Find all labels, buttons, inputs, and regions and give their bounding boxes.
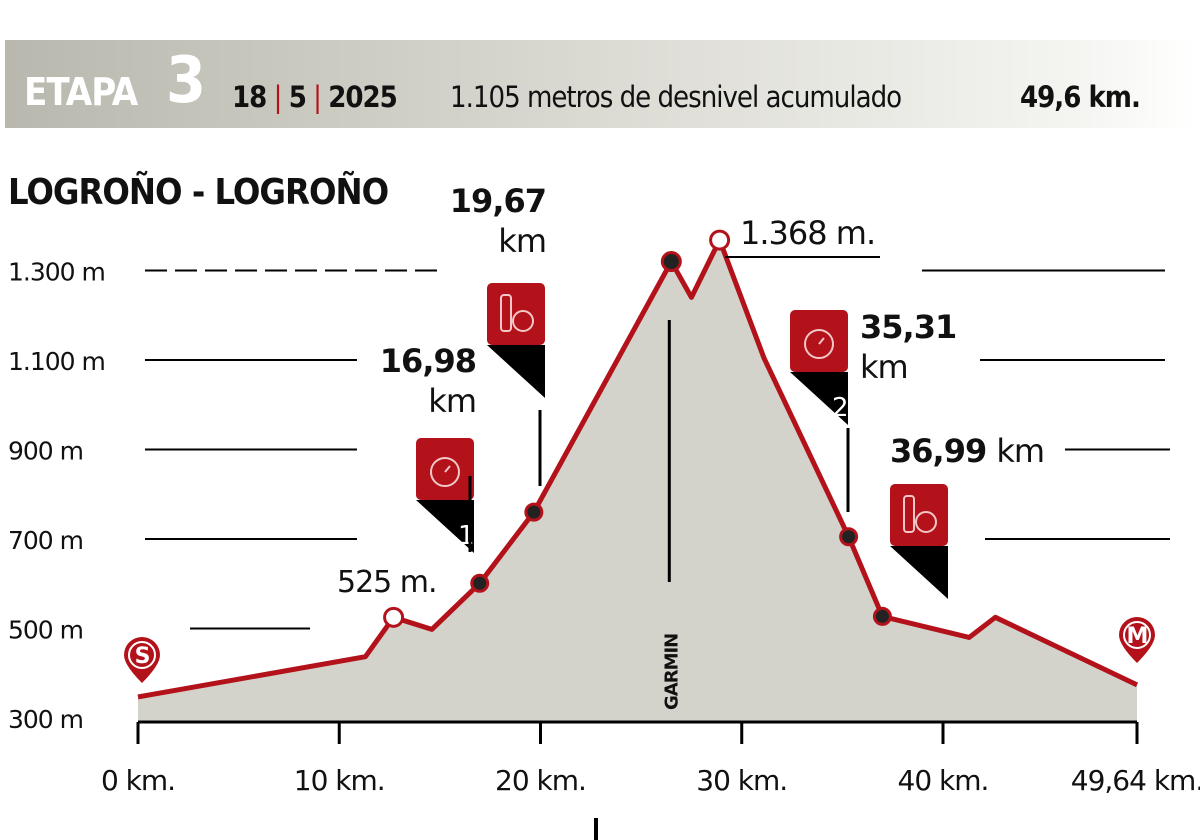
poi-km-label: 36,99 km [890, 432, 1044, 470]
poi-marker [790, 310, 848, 425]
poi-flag [790, 310, 848, 372]
pin-letter: S [135, 644, 150, 669]
poi-km-number: 16,98 [380, 342, 476, 380]
profile-line [137, 237, 1139, 700]
route-title: LOGROÑO - LOGROÑO [8, 172, 389, 213]
timer-icon [804, 329, 834, 359]
annotation-label-summit: 1.368 m. [740, 214, 875, 252]
x-tick-label: 20 km. [495, 764, 586, 797]
poi-flag-tail [487, 345, 545, 398]
annotation-dot [383, 606, 405, 628]
profile-dot [839, 527, 859, 547]
profile-dot [524, 502, 544, 522]
poi-flag-tail [890, 546, 948, 599]
poi-marker [487, 283, 545, 398]
apple-icon [915, 511, 937, 533]
poi-km-unit: km [498, 222, 546, 260]
sponsor-text: GARMIN [661, 634, 682, 710]
y-tick-label: 1.100 m [8, 347, 105, 376]
poi-marker [416, 438, 474, 553]
poi-km-number: 35,31 [860, 308, 956, 346]
header-banner [5, 40, 1195, 128]
profile-dot [470, 573, 490, 593]
y-tick-label: 500 m [8, 616, 83, 645]
poi-flag [416, 438, 474, 500]
x-tick-label: 49,64 km. [1071, 764, 1200, 797]
stage-distance: 49,6 km. [1020, 80, 1141, 114]
timer-hand [444, 465, 451, 473]
timer-hand [818, 337, 825, 345]
profile-dot [872, 606, 892, 626]
date-day: 18 [232, 80, 267, 114]
poi-flag-tail [790, 372, 848, 425]
x-tick-label: 0 km. [101, 764, 175, 797]
food-drink-icon [500, 294, 512, 332]
date-month: 5 [288, 80, 307, 114]
annotation-label-low: 525 m. [337, 565, 437, 600]
stage-number: 3 [166, 44, 207, 118]
stage-word: ETAPA [24, 70, 138, 114]
pin-ring [128, 641, 156, 669]
poi-flag-tail [416, 500, 474, 553]
poi-km-number: 19,67 [450, 182, 546, 220]
food-drink-icon [903, 495, 915, 533]
x-tick-label: 10 km. [294, 764, 385, 797]
y-tick-label: 900 m [8, 437, 83, 466]
x-tick-label: 40 km. [898, 764, 989, 797]
pin-icon [124, 637, 160, 683]
date-year: 2025 [328, 80, 398, 114]
poi-km-unit: km [428, 382, 476, 420]
apple-icon [512, 310, 534, 332]
pin-letter: M [1127, 624, 1148, 649]
annotation-dot [709, 229, 731, 251]
y-tick-label: 300 m [8, 705, 83, 734]
timer-icon [430, 457, 460, 487]
start-marker [124, 637, 160, 683]
x-tick-label: 30 km. [696, 764, 787, 797]
y-tick-label: 1.300 m [8, 258, 105, 287]
poi-km-unit: km [860, 348, 908, 386]
annotation-dot [660, 251, 682, 273]
pin-icon [1119, 616, 1156, 663]
poi-marker [890, 484, 948, 599]
y-tick-label: 700 m [8, 526, 83, 555]
poi-number: 2 [832, 393, 848, 423]
profile-area [138, 240, 1137, 722]
elevation-gain: 1.105 metros de desnivel acumulado [450, 80, 902, 114]
stage-date: 18 | 5 | 2025 [232, 80, 398, 114]
pin-ring [1123, 621, 1151, 649]
finish-marker [1119, 616, 1156, 663]
